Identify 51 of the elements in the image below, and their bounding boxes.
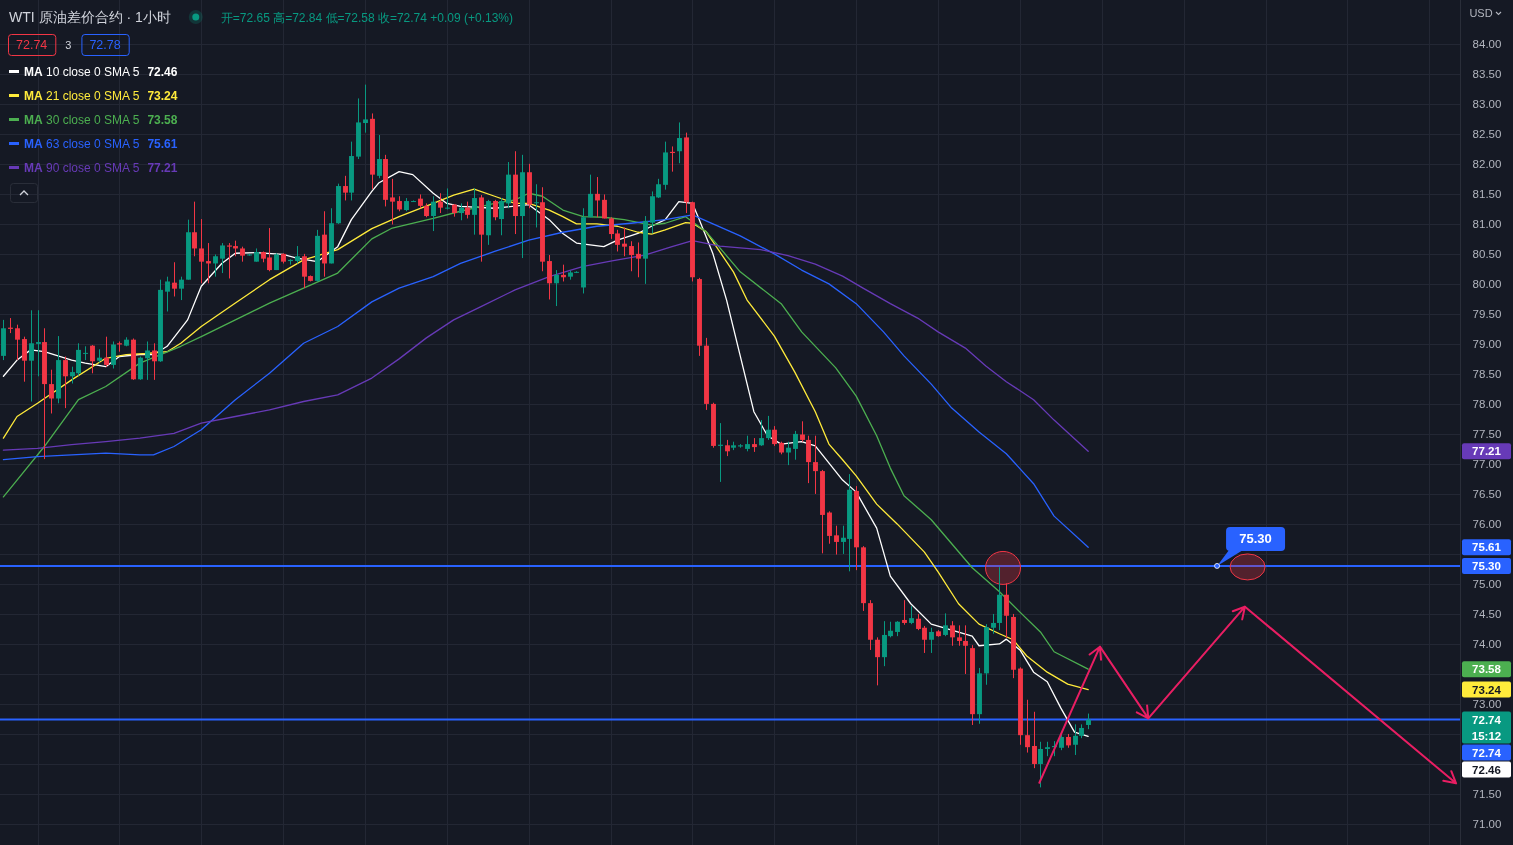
y-tick-label: 80.50 [1472, 247, 1502, 260]
y-tick-label: 82.00 [1472, 157, 1502, 170]
line-series [2, 214, 1089, 548]
y-tick-label: 76.50 [1472, 487, 1502, 500]
annotation: 72.78 [89, 38, 121, 52]
annotation: 77.21 [147, 161, 178, 175]
y-tick-label: 84.00 [1472, 37, 1502, 50]
y-tick-label: 78.50 [1472, 367, 1502, 380]
y-tick-label: 78.00 [1472, 397, 1502, 410]
y-tick-label: 77.50 [1472, 427, 1502, 440]
y-tick-label: 79.50 [1472, 307, 1502, 320]
legend-label: MA 63 close 0 SMA 5 [24, 137, 140, 151]
legend-label: MA 21 close 0 SMA 5 [24, 89, 140, 103]
line-series [2, 240, 1089, 452]
y-tick-label: 81.50 [1472, 187, 1502, 200]
ref-line-label: 72.74 [1472, 746, 1502, 759]
text: 开=72.65 高=72.84 低=72.58 收=72.74 +0.09 (+0.13%) [220, 11, 513, 25]
text: 15:12 [1471, 729, 1502, 742]
annotation: 73.24 [147, 89, 178, 103]
text: 73.58 [1472, 663, 1501, 676]
legend-label: MA 30 close 0 SMA 5 [24, 113, 140, 127]
annotation: 75.30 [1239, 531, 1272, 547]
y-tick-label: 74.00 [1472, 637, 1502, 650]
legend-label: MA 90 close 0 SMA 5 [24, 161, 140, 175]
y-tick-label: 71.00 [1472, 818, 1502, 830]
y-tick-label: 77.00 [1472, 457, 1502, 470]
annotation: 73.58 [147, 113, 178, 127]
y-tick-label: 80.00 [1472, 277, 1502, 290]
y-tick-label: 82.50 [1472, 127, 1502, 140]
y-tick-label: 81.00 [1472, 217, 1502, 230]
y-tick-label: 75.00 [1472, 577, 1502, 590]
y-tick-label: 74.50 [1472, 607, 1502, 620]
text: 77.21 [1472, 445, 1501, 458]
text: 75.61 [1472, 541, 1501, 554]
text: WTI 原油差价合约 · 1小时 [9, 9, 171, 25]
y-axis-title: USD [1469, 7, 1493, 19]
y-tick-label: 83.50 [1472, 67, 1502, 80]
y-tick-label: 76.00 [1472, 517, 1502, 530]
annotation: 3 [65, 39, 72, 51]
annotation: 72.46 [147, 65, 178, 79]
ref-line-label: 75.30 [1472, 559, 1501, 572]
text: 72.46 [1472, 763, 1501, 776]
y-tick-label: 71.50 [1472, 787, 1502, 800]
text: 72.74 [1472, 713, 1502, 726]
annotation: 72.74 [16, 38, 48, 52]
y-tick-label: 73.00 [1472, 697, 1502, 710]
legend-label: MA 10 close 0 SMA 5 [24, 65, 140, 79]
y-tick-label: 83.00 [1472, 97, 1502, 110]
annotation: 75.61 [147, 137, 178, 151]
y-tick-label: 79.00 [1472, 337, 1502, 350]
text: 73.24 [1472, 683, 1501, 696]
